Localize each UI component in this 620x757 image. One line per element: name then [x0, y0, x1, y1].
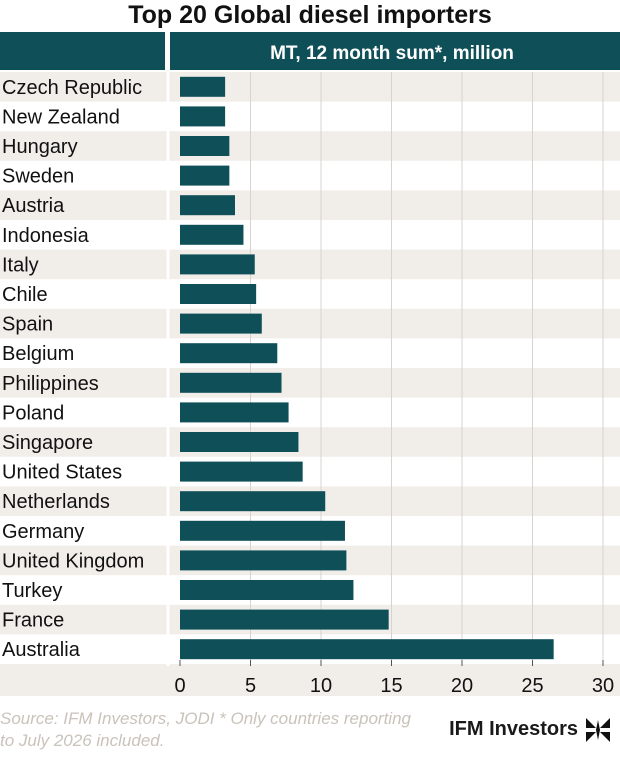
x-tick-label: 10: [310, 675, 332, 697]
category-label: Philippines: [2, 373, 99, 395]
row-band: [0, 368, 620, 398]
bar: [180, 372, 282, 393]
row-band: [0, 72, 620, 102]
bar: [180, 224, 244, 245]
row-band: [0, 190, 620, 220]
ifm-logo-icon: [586, 718, 610, 742]
category-label: Germany: [2, 521, 84, 543]
category-label: United Kingdom: [2, 550, 144, 572]
category-label: Sweden: [2, 166, 74, 188]
category-label: Poland: [2, 402, 64, 424]
bar: [180, 402, 289, 423]
source-note: Source: IFM Investors, JODI * Only count…: [0, 709, 411, 750]
category-label: United States: [2, 462, 122, 484]
header-right-block: [170, 32, 620, 70]
row-band: [0, 131, 620, 161]
x-tick-label: 30: [592, 675, 614, 697]
bar: [180, 520, 345, 541]
row-band: [0, 249, 620, 280]
category-label: New Zealand: [2, 106, 120, 128]
category-label: France: [2, 610, 64, 632]
bar: [180, 343, 278, 364]
x-tick-label: 15: [380, 675, 402, 697]
category-label: Hungary: [2, 136, 78, 158]
x-tick-label: 20: [451, 675, 473, 697]
bar: [180, 284, 257, 304]
category-label: Czech Republic: [2, 77, 142, 99]
row-band: [0, 427, 620, 457]
bar: [180, 491, 326, 512]
category-label: Turkey: [2, 580, 62, 602]
row-band: [0, 308, 620, 339]
chart-subtitle: MT, 12 month sum*, million: [270, 43, 514, 64]
category-label: Chile: [2, 284, 48, 306]
chart-header-band: MT, 12 month sum*, million: [0, 32, 620, 70]
bar: [180, 461, 303, 482]
bar: [180, 76, 226, 97]
x-tick-label: 5: [245, 675, 256, 697]
category-label: Belgium: [2, 343, 74, 365]
category-label: Singapore: [2, 432, 93, 454]
brand-name: IFM Investors: [449, 718, 578, 740]
category-label: Netherlands: [2, 491, 110, 513]
category-label: Australia: [2, 639, 81, 661]
bar: [180, 136, 230, 156]
bar: [180, 639, 554, 660]
category-label: Austria: [2, 195, 65, 217]
x-tick-label: 0: [174, 675, 185, 697]
bar: [180, 195, 235, 216]
bar: [180, 106, 226, 127]
category-label: Indonesia: [2, 225, 90, 247]
chart-title: Top 20 Global diesel importers: [128, 1, 492, 29]
axis-band: [0, 664, 620, 696]
bar: [180, 165, 230, 186]
bar: [180, 432, 299, 452]
category-label: Italy: [2, 254, 39, 276]
bar: [180, 609, 389, 630]
x-tick-label: 25: [521, 675, 543, 697]
category-label: Spain: [2, 314, 53, 336]
bar: [180, 313, 262, 334]
header-left-block: [0, 32, 165, 70]
bar: [180, 254, 255, 275]
bar: [180, 580, 354, 600]
bar: [180, 550, 347, 571]
